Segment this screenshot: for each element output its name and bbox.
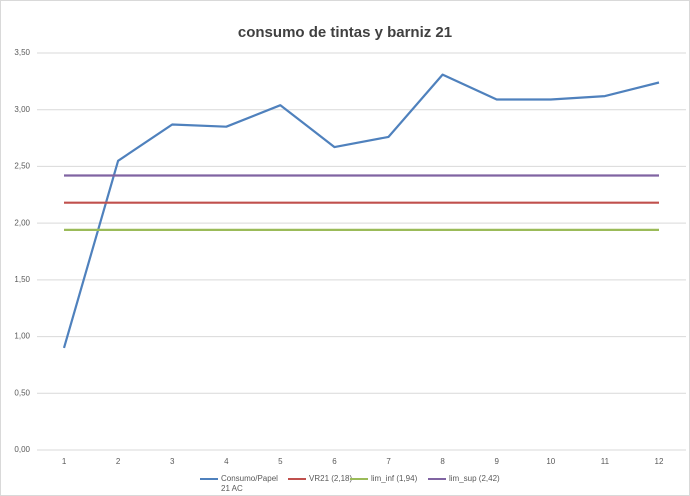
chart-title: consumo de tintas y barniz 21 [238,24,452,41]
y-tick-label: 0,50 [14,388,30,397]
x-tick-label: 6 [332,457,337,466]
x-tick-label: 1 [62,457,67,466]
legend-label: lim_inf (1,94) [371,474,418,483]
y-tick-label: 1,00 [14,332,30,341]
y-tick-label: 2,50 [14,162,30,171]
y-tick-label: 3,50 [14,48,30,57]
y-tick-label: 1,50 [14,275,30,284]
x-tick-label: 3 [170,457,175,466]
legend-item: Consumo/Papel 21 AC [200,474,283,494]
legend-item: lim_sup (2,42) [428,474,519,484]
legend-swatch [288,478,306,480]
x-tick-label: 11 [601,457,610,466]
series-line [62,73,660,349]
x-tick-label: 2 [116,457,121,466]
legend-label: lim_sup (2,42) [449,474,500,483]
y-tick-label: 2,00 [14,218,30,227]
x-tick-label: 4 [224,457,229,466]
legend: Consumo/Papel 21 AC VR21 (2,18) lim_inf (1… [0,474,690,496]
legend-swatch [350,478,368,480]
y-tick-label: 3,00 [14,105,30,114]
legend-label: VR21 (2,18) [309,474,353,483]
x-tick-label: 7 [386,457,391,466]
x-tick-label: 5 [278,457,283,466]
x-tick-label: 8 [440,457,445,466]
legend-item: VR21 (2,18) [288,474,369,484]
legend-swatch [200,478,218,480]
legend-swatch [428,478,446,480]
x-tick-label: 12 [655,457,664,466]
legend-label: Consumo/Papel 21 AC [221,474,278,493]
y-tick-label: 0,00 [14,445,30,454]
x-tick-label: 10 [546,457,555,466]
legend-item: lim_inf (1,94) [350,474,431,484]
x-tick-label: 9 [494,457,499,466]
